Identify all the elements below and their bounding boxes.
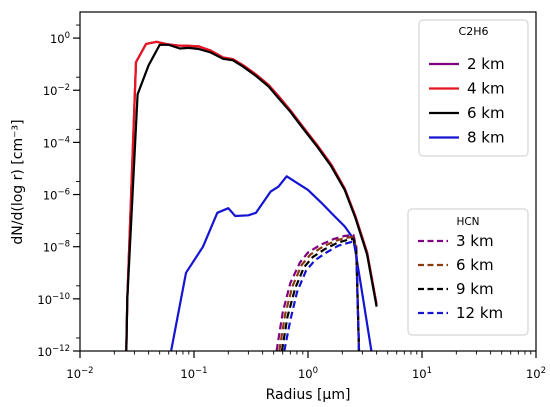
legend-title: C2H6	[459, 25, 489, 38]
legend-entry-label: 3 km	[456, 232, 494, 250]
legend-hcn: HCN 3 km 6 km 9 km 12 km	[407, 208, 529, 336]
legend-entry-label: 6 km	[467, 104, 505, 122]
legend-title: HCN	[456, 216, 479, 228]
legend-entry-label: 2 km	[467, 55, 505, 73]
legend-c2h6: C2H6 2 km 4 km 6 km 8 km	[418, 19, 529, 157]
legend-entry-label: 8 km	[467, 129, 505, 147]
legend-entry-label: 12 km	[456, 304, 503, 322]
legend-entry-label: 6 km	[456, 256, 494, 274]
legend-entry-label: 9 km	[456, 280, 494, 298]
x-axis-label: Radius [μm]	[266, 387, 351, 403]
series-line-c2h6-3	[170, 175, 373, 351]
legend-box	[418, 19, 529, 157]
series-line-hcn-6	[280, 237, 361, 351]
y-axis-label: dN/d(log r) [cm⁻³]	[10, 119, 26, 244]
series-line-c2h6-2	[125, 43, 378, 351]
series-line-hcn-7	[283, 240, 361, 351]
legend-entry-label: 4 km	[467, 80, 505, 98]
